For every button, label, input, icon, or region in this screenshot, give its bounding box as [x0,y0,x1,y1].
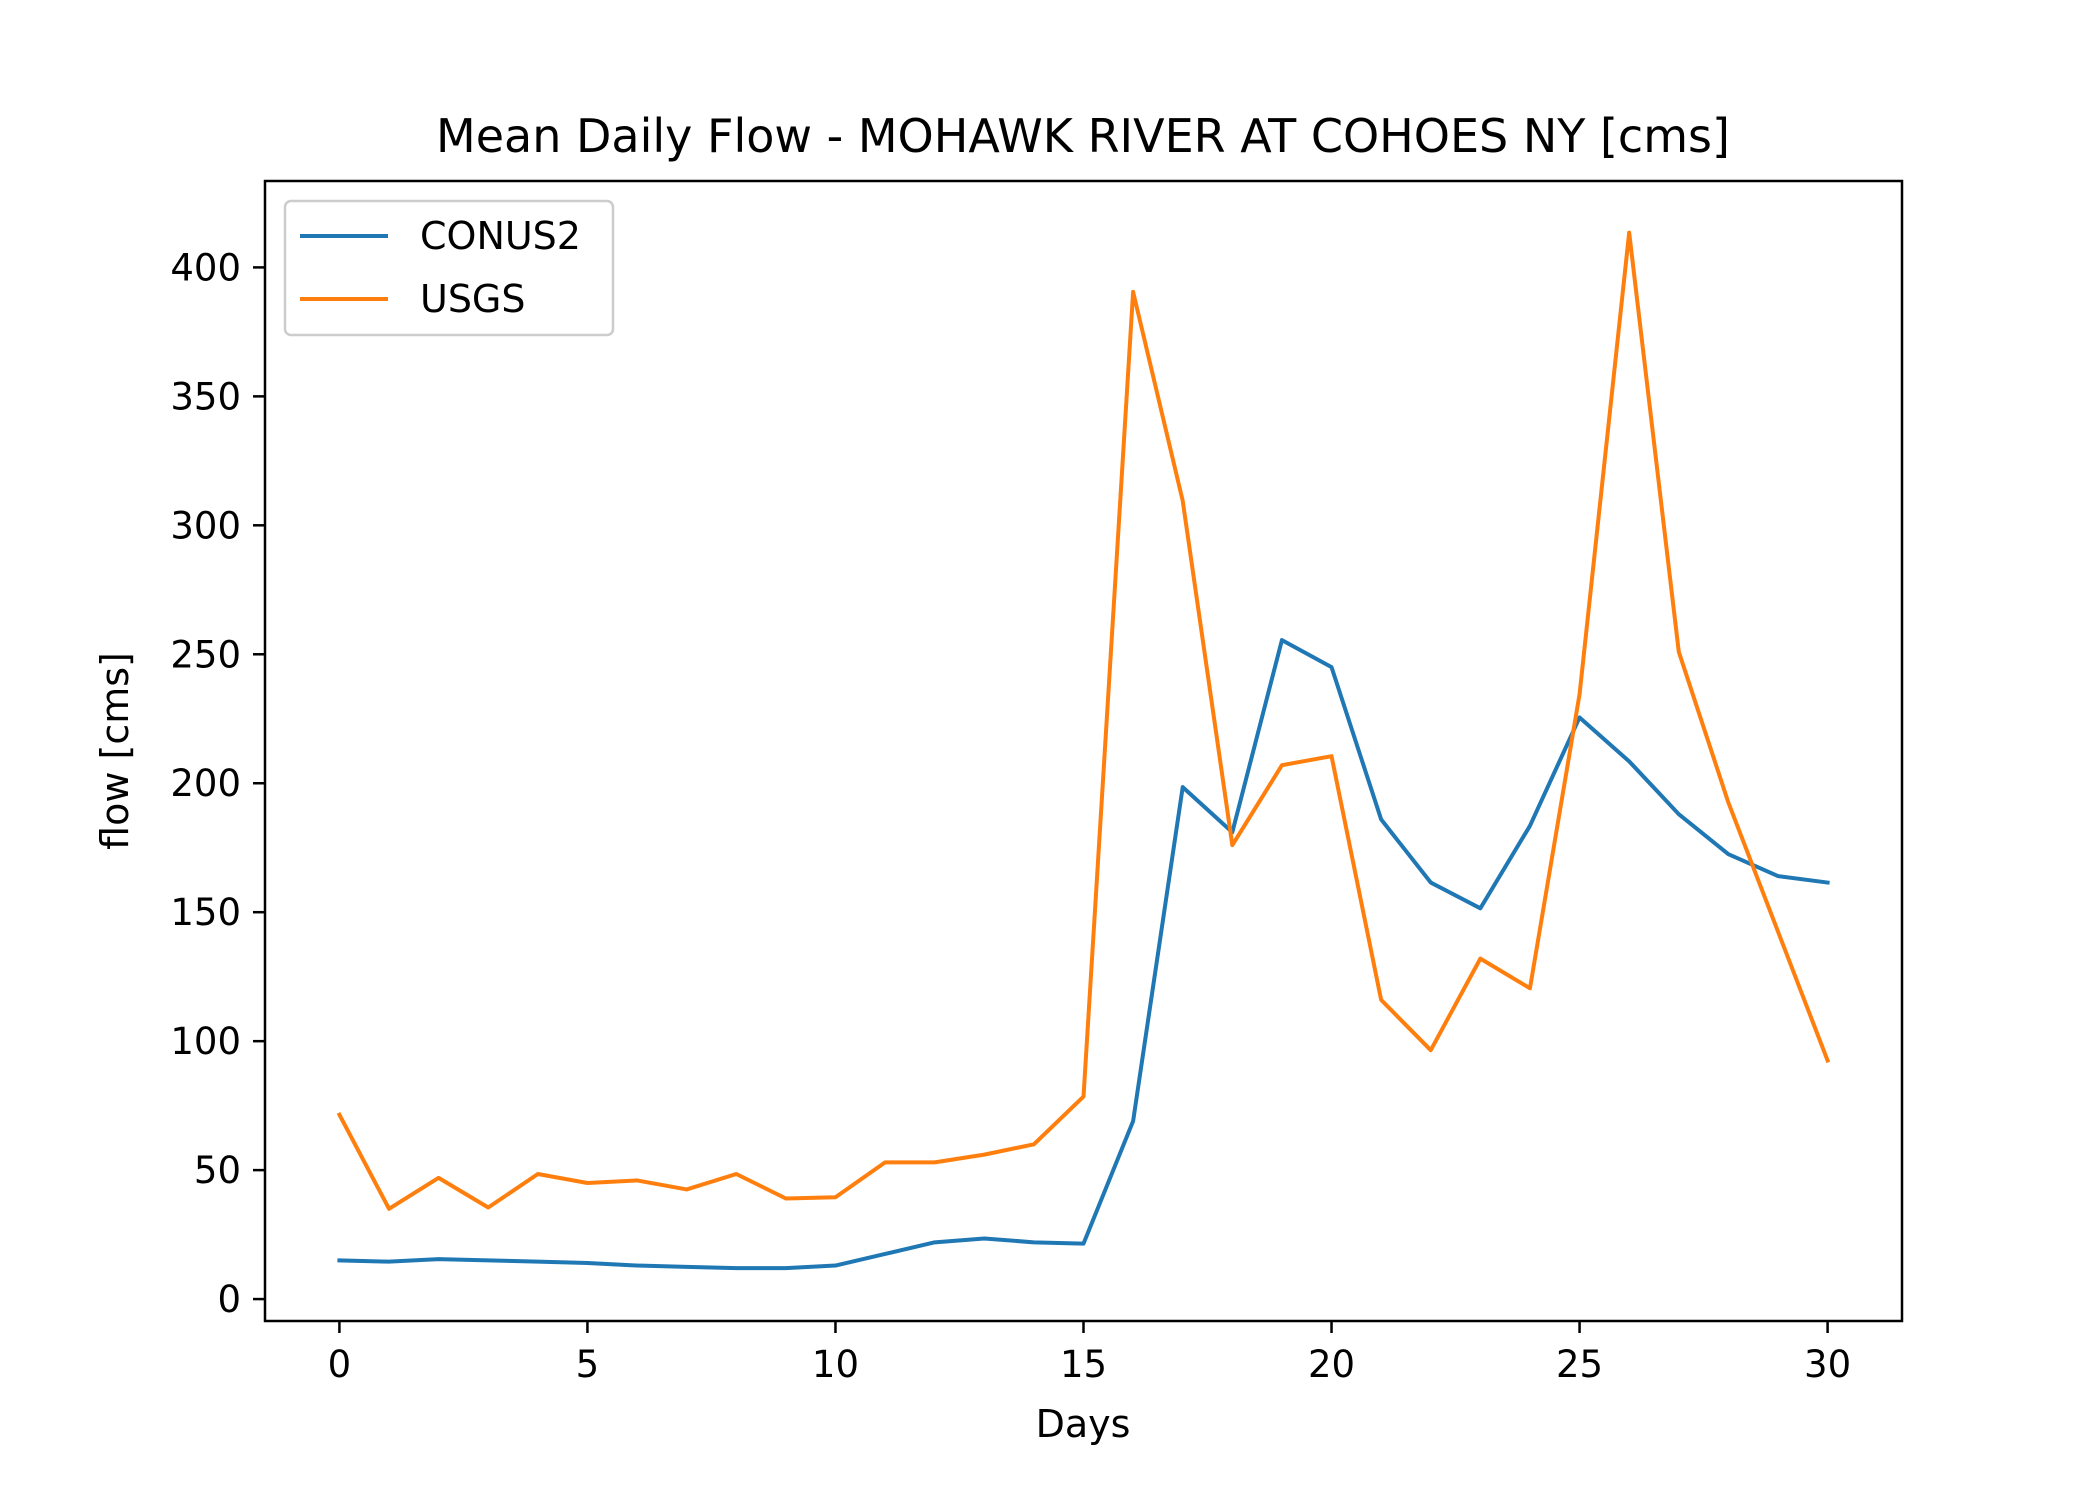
y-tick-label: 100 [170,1020,241,1063]
y-tick-label: 150 [170,891,241,934]
x-tick-label: 25 [1556,1343,1603,1386]
y-axis: 0 50 100 150 200 250 300 350 400 [170,246,265,1321]
x-tick-label: 5 [576,1343,600,1386]
y-axis-label: flow [cms] [93,652,137,850]
x-tick-label: 20 [1308,1343,1355,1386]
x-tick-label: 10 [812,1343,859,1386]
x-tick-label: 0 [328,1343,352,1386]
y-tick-label: 400 [170,246,241,289]
x-axis-label: Days [1036,1402,1131,1446]
x-tick-label: 15 [1060,1343,1107,1386]
y-tick-label: 50 [194,1149,241,1192]
chart-title: Mean Daily Flow - MOHAWK RIVER AT COHOES… [436,109,1730,163]
x-axis: 0 5 10 15 20 25 30 [328,1321,1851,1386]
series-line-conus2 [337,638,1830,1271]
y-tick-label: 200 [170,762,241,805]
y-tick-label: 350 [170,375,241,418]
y-tick-label: 250 [170,633,241,676]
legend-label-conus2: CONUS2 [420,214,581,258]
series-layer [336,230,1831,1271]
legend-label-usgs: USGS [420,277,526,321]
x-tick-label: 30 [1804,1343,1851,1386]
legend: CONUS2 USGS [283,199,615,337]
y-tick-label: 300 [170,504,241,547]
series-line-usgs [336,230,1831,1211]
y-tick-label: 0 [217,1278,241,1321]
